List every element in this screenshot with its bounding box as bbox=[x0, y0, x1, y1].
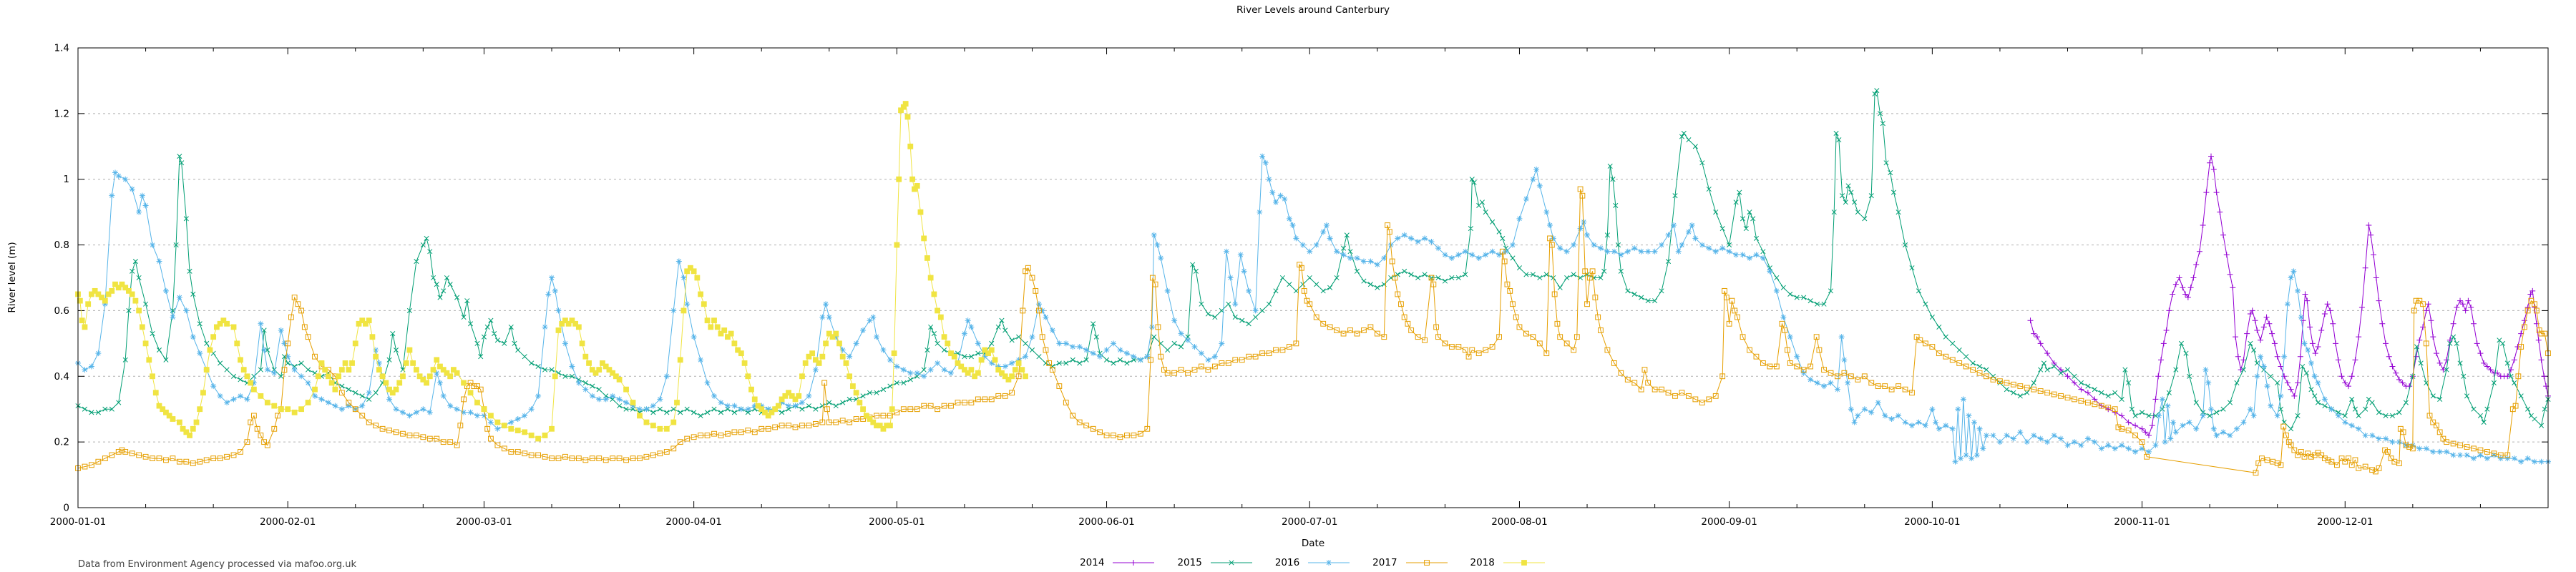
svg-text:2000-10-01: 2000-10-01 bbox=[1904, 516, 1960, 528]
legend-plus-marker-icon bbox=[1113, 560, 1155, 566]
legend-item-2016: 2016 bbox=[1275, 557, 1351, 568]
legend-item-2015: 2015 bbox=[1177, 557, 1253, 568]
svg-text:2000-06-01: 2000-06-01 bbox=[1078, 516, 1134, 528]
chart-title: River Levels around Canterbury bbox=[1236, 4, 1390, 16]
svg-text:2000-01-01: 2000-01-01 bbox=[50, 516, 106, 528]
svg-text:2000-05-01: 2000-05-01 bbox=[869, 516, 924, 528]
legend-asterisk-marker-icon bbox=[1308, 560, 1350, 566]
svg-text:2000-11-01: 2000-11-01 bbox=[2114, 516, 2170, 528]
svg-text:0.4: 0.4 bbox=[54, 371, 69, 383]
svg-text:0.8: 0.8 bbox=[54, 240, 69, 251]
svg-text:2000-07-01: 2000-07-01 bbox=[1282, 516, 1337, 528]
svg-text:1.2: 1.2 bbox=[54, 108, 69, 119]
svg-text:2000-08-01: 2000-08-01 bbox=[1491, 516, 1547, 528]
svg-text:2000-09-01: 2000-09-01 bbox=[1701, 516, 1757, 528]
legend-label-2015: 2015 bbox=[1177, 557, 1202, 568]
svg-text:2000-03-01: 2000-03-01 bbox=[456, 516, 512, 528]
svg-text:0.2: 0.2 bbox=[54, 437, 69, 448]
svg-text:2000-02-01: 2000-02-01 bbox=[260, 516, 316, 528]
svg-text:1: 1 bbox=[63, 174, 69, 185]
legend-filled-square-marker-icon bbox=[1503, 560, 1545, 566]
svg-text:0.6: 0.6 bbox=[54, 305, 69, 317]
y-axis-label: River level (m) bbox=[6, 242, 18, 313]
legend-label-2014: 2014 bbox=[1080, 557, 1105, 568]
svg-text:2000-12-01: 2000-12-01 bbox=[2317, 516, 2373, 528]
svg-text:0: 0 bbox=[63, 503, 69, 514]
x-axis-label: Date bbox=[1301, 538, 1325, 549]
legend-open-square-marker-icon bbox=[1405, 560, 1448, 566]
legend-item-2014: 2014 bbox=[1080, 557, 1156, 568]
svg-text:1.4: 1.4 bbox=[54, 43, 69, 54]
legend-label-2017: 2017 bbox=[1372, 557, 1397, 568]
legend: 2014 2015 2016 2017 2018 bbox=[78, 557, 2548, 568]
footer-credit: Data from Environment Agency processed v… bbox=[78, 559, 357, 570]
legend-item-2017: 2017 bbox=[1372, 557, 1448, 568]
legend-label-2018: 2018 bbox=[1470, 557, 1495, 568]
legend-item-2018: 2018 bbox=[1470, 557, 1546, 568]
svg-text:2000-04-01: 2000-04-01 bbox=[665, 516, 721, 528]
legend-label-2016: 2016 bbox=[1274, 557, 1300, 568]
legend-x-marker-icon bbox=[1210, 560, 1252, 566]
